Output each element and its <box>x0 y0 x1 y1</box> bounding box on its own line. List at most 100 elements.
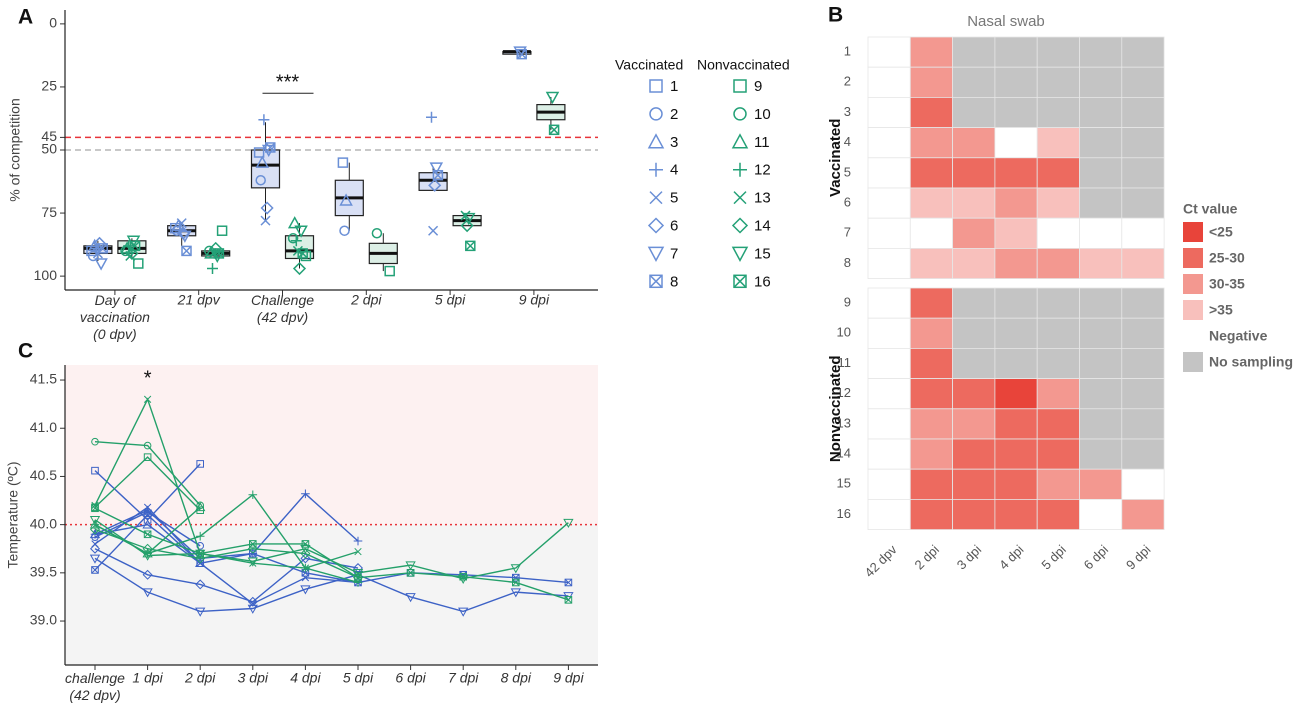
marker-part <box>92 236 107 250</box>
series-line <box>94 557 569 613</box>
marker-part <box>196 559 204 568</box>
marker <box>143 516 152 524</box>
marker <box>354 573 362 582</box>
marker <box>564 578 573 587</box>
marker-part <box>143 530 152 538</box>
heatmap-cell <box>1121 36 1165 68</box>
heatmap-cell <box>909 498 953 530</box>
series-line <box>94 514 569 584</box>
series-line <box>94 506 359 605</box>
marker <box>249 540 257 548</box>
marker-part <box>649 79 663 93</box>
marker <box>649 274 663 289</box>
marker-part <box>649 274 663 288</box>
marker <box>195 531 205 541</box>
heatmap-cell <box>1079 217 1123 249</box>
marker-part <box>354 547 362 556</box>
marker <box>91 437 99 446</box>
heatmap-cell <box>909 97 953 129</box>
y-tick-label: 41.5 <box>30 371 57 387</box>
y-tick-label: 39.0 <box>30 612 57 628</box>
marker-part <box>301 489 310 499</box>
heatmap-cell <box>994 347 1038 379</box>
series-line <box>94 441 201 506</box>
marker <box>91 466 99 475</box>
heatmap-cell <box>1121 127 1165 159</box>
row-label: 10 <box>837 325 851 340</box>
marker <box>460 210 471 221</box>
marker <box>142 569 153 580</box>
x-tick-label: 5 dpi <box>343 670 374 686</box>
marker <box>195 607 206 617</box>
x-tick-label: 5 dpi <box>435 292 466 308</box>
marker <box>649 162 663 177</box>
row-label: 3 <box>844 104 851 119</box>
legend-label: 4 <box>670 162 678 179</box>
legend-label: 30-35 <box>1209 276 1245 292</box>
heatmap-cell <box>994 217 1038 249</box>
legend-title: Ct value <box>1183 201 1238 217</box>
marker <box>258 114 270 126</box>
marker-part <box>510 564 521 574</box>
marker <box>196 460 204 468</box>
marker <box>733 274 747 289</box>
heatmap-cell <box>1121 317 1165 349</box>
marker-part <box>213 248 224 259</box>
marker-part <box>248 490 258 500</box>
heatmap-cell <box>1121 66 1165 98</box>
marker-part <box>196 549 204 558</box>
marker-part <box>196 549 204 558</box>
marker-part <box>733 107 747 121</box>
marker <box>216 225 228 236</box>
marker-part <box>253 147 265 158</box>
heatmap-cell <box>994 468 1038 500</box>
row-label: 2 <box>844 74 851 89</box>
marker <box>731 217 749 234</box>
marker <box>253 147 265 158</box>
heatmap-cell <box>909 66 953 98</box>
marker-part <box>352 569 364 579</box>
marker-part <box>89 554 101 564</box>
marker <box>733 162 747 177</box>
marker-part <box>512 578 520 587</box>
heatmap-cell <box>867 498 911 530</box>
heatmap-cell <box>994 127 1038 159</box>
heatmap-cell <box>952 317 996 349</box>
y-axis-label: % of competition <box>7 98 23 202</box>
heatmap-cell <box>1079 317 1123 349</box>
marker <box>143 441 152 450</box>
heatmap-cell <box>1036 187 1080 219</box>
marker-part <box>142 543 153 554</box>
marker <box>733 107 747 121</box>
marker <box>300 585 311 595</box>
heatmap-cell <box>1036 408 1080 440</box>
heatmap-cell <box>994 287 1038 319</box>
x-tick-label: Challenge (42 dpv) <box>251 292 314 325</box>
heatmap-cell <box>994 317 1038 349</box>
x-tick-label: 9 dpi <box>553 670 584 686</box>
marker-part <box>649 191 663 205</box>
row-label: 5 <box>844 164 851 179</box>
marker-part <box>249 540 257 548</box>
marker-part <box>647 217 665 234</box>
marker <box>647 217 665 234</box>
heatmap-cell <box>909 347 953 379</box>
marker <box>510 564 521 574</box>
marker-part <box>465 240 476 251</box>
heatmap-cell <box>952 217 996 249</box>
marker-part <box>733 191 747 205</box>
row-label: 15 <box>837 476 851 491</box>
marker <box>142 551 153 561</box>
marker-part <box>297 248 308 259</box>
marker-part <box>426 111 437 123</box>
marker <box>294 225 308 238</box>
marker-part <box>195 607 206 617</box>
marker <box>142 588 153 598</box>
marker <box>91 566 99 574</box>
marker-part <box>428 225 439 236</box>
heatmap-cell <box>867 127 911 159</box>
marker-part <box>247 557 258 567</box>
legend-swatch <box>1183 274 1203 294</box>
marker <box>354 547 362 556</box>
